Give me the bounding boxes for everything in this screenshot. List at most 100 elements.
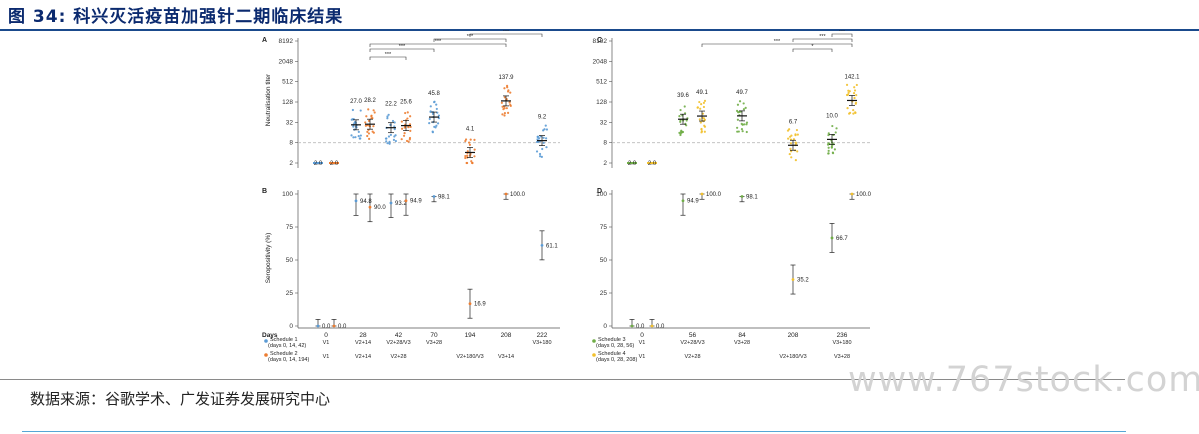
footer-divider [0, 379, 1125, 380]
data-dot [503, 87, 506, 90]
data-dot [736, 103, 740, 106]
data-dot [853, 89, 857, 92]
visit-label: V1 [323, 340, 330, 346]
value-label: 9.2 [538, 115, 547, 121]
data-dot [745, 121, 749, 124]
visit-label: V1 [639, 354, 646, 360]
page-title: 图 34: 科兴灭活疫苗加强针二期临床结果 [8, 7, 344, 27]
data-dot [500, 101, 503, 104]
value-label: 100.0 [706, 192, 722, 198]
data-dot [353, 122, 356, 125]
significance-label: *** [839, 30, 846, 35]
panel-letter: B [262, 188, 267, 195]
x-tick-label: 28 [359, 332, 367, 339]
visit-label: V2+28/V3 [386, 340, 410, 346]
visit-label: V2+14 [355, 354, 371, 360]
data-dot [846, 107, 849, 110]
y-tick-label: 8192 [593, 38, 608, 45]
data-dot [406, 111, 409, 114]
value-label: 94.9 [687, 199, 699, 205]
significance-label: *** [819, 34, 826, 40]
value-label: 39.6 [677, 93, 689, 99]
data-dot [852, 92, 856, 95]
data-dot [392, 138, 396, 141]
data-dot [350, 134, 353, 137]
data-dot [464, 139, 467, 143]
data-dot [700, 128, 703, 131]
data-dot [831, 152, 835, 155]
data-dot [538, 155, 542, 158]
data-dot [471, 161, 474, 165]
significance-label: *** [385, 52, 392, 58]
data-dot [435, 103, 438, 106]
data-dot [431, 112, 435, 115]
visit-label: V3+28 [734, 340, 750, 346]
value-label: 28.2 [364, 98, 376, 104]
data-dot [703, 99, 707, 102]
data-dot [466, 154, 469, 157]
data-dot [736, 118, 740, 121]
data-dot [435, 107, 438, 111]
significance-bracket [469, 33, 543, 37]
y-tick-label: 512 [282, 79, 293, 86]
data-dot [683, 105, 686, 108]
value-label: 2.0 [628, 161, 637, 167]
data-dot [466, 150, 469, 153]
data-dot [429, 105, 432, 108]
value-label: 10.0 [826, 113, 838, 119]
data-dot [855, 94, 858, 97]
data-dot [506, 111, 510, 114]
data-dot [388, 140, 391, 143]
data-dot [742, 102, 745, 105]
data-dot [502, 108, 505, 111]
proportion-dot [504, 192, 508, 196]
visit-label: V3+180 [532, 340, 551, 346]
data-dot [403, 126, 406, 129]
significance-label: *** [774, 39, 781, 45]
proportion-dot [740, 195, 744, 198]
data-dot [365, 115, 368, 118]
y-tick-label: 25 [286, 290, 294, 297]
data-dot [359, 134, 362, 137]
legend-swatch [264, 353, 268, 357]
data-dot [431, 131, 434, 134]
x-tick-label: 56 [689, 332, 697, 339]
data-dot [400, 138, 403, 141]
y-tick-label: 32 [600, 119, 608, 126]
data-dot [503, 112, 507, 115]
data-dot [408, 123, 412, 126]
data-dot [366, 134, 369, 138]
data-dot [371, 117, 374, 120]
data-dot [852, 109, 855, 112]
value-label: 6.7 [789, 119, 798, 125]
data-dot [542, 141, 545, 144]
visit-label: V3+28 [426, 340, 442, 346]
value-label: 100.0 [856, 192, 872, 198]
significance-bracket [369, 56, 407, 60]
data-dot [406, 117, 409, 120]
data-dot [367, 108, 370, 111]
y-tick-label: 100 [596, 191, 607, 198]
data-dot [538, 137, 541, 140]
data-dot [545, 146, 548, 149]
data-dot [736, 126, 739, 129]
data-dot [503, 96, 506, 99]
data-dot [827, 132, 830, 135]
data-dot [352, 125, 355, 128]
data-dot [544, 124, 547, 127]
proportion-dot [700, 192, 704, 196]
data-dot [827, 149, 830, 152]
x-tick-label: 208 [788, 332, 799, 339]
y-tick-label: 2048 [279, 58, 294, 65]
data-dot [505, 107, 508, 110]
value-label: 0.0 [338, 324, 347, 330]
data-dot [744, 106, 747, 109]
legend-swatch [592, 339, 596, 343]
data-dot [703, 118, 707, 121]
data-dot [359, 137, 362, 140]
visit-label: V2+28 [684, 354, 700, 360]
value-label: 61.1 [546, 243, 558, 249]
data-dot [503, 114, 506, 117]
significance-label: *** [467, 34, 474, 40]
